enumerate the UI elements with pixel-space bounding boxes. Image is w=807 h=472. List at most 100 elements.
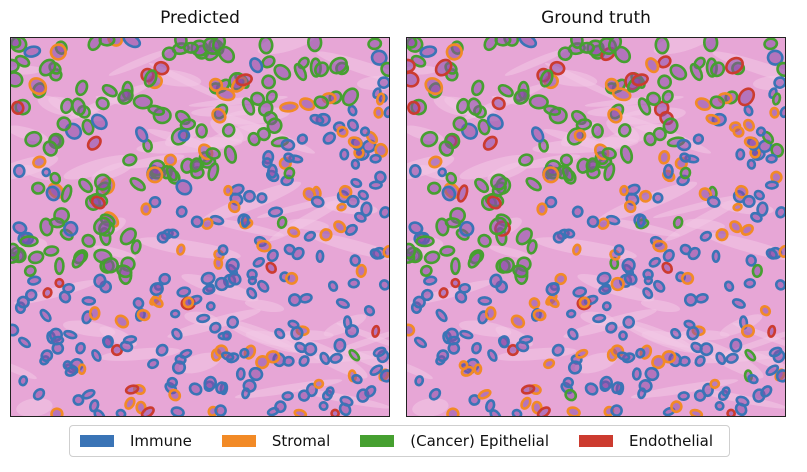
nucleus-outline [296,133,309,145]
nucleus-outline [607,107,623,124]
nucleus-outline [189,157,203,173]
nucleus-outline [603,162,616,182]
nucleus-outline [38,58,57,77]
nucleus-outline [336,125,349,138]
stroma-streak [16,398,53,416]
nucleus-outline [498,335,510,349]
nucleus-outline [477,389,492,400]
nucleus-outline [740,223,754,236]
stroma-streak [489,245,532,259]
nucleus-outline [766,49,784,66]
nucleus-outline [467,97,483,116]
nucleus-outline [623,272,638,286]
stroma-streak [683,218,725,231]
nucleus-outline [281,391,294,402]
nucleus-outline [217,45,236,64]
nucleus-outline [450,277,461,289]
nucleus-outline [631,367,642,381]
nucleus-outline [436,349,450,363]
nucleus-outline [313,378,325,390]
nucleus-outline [130,239,142,255]
nucleus-outline [293,62,308,82]
nucleus-outline [459,329,474,340]
nucleus-outline [706,195,721,208]
legend-swatch-endothelial [579,435,614,447]
nucleus-outline [293,408,308,416]
nucleus-outline [247,275,258,286]
nucleus-outline [163,153,177,167]
nucleus-outline [379,206,389,219]
nucleus-outline [196,313,211,324]
nucleus-outline [208,77,224,93]
nucleus-outline [645,57,660,74]
nucleus-outline [657,74,673,90]
nucleus-outline [471,79,485,97]
nucleus-outline [458,360,469,371]
nucleus-outline [350,177,363,189]
nucleus-outline [256,192,268,204]
nucleus-outline [119,340,134,353]
ground-truth-histology-image [407,38,785,416]
nucleus-outline [552,231,566,244]
nucleus-outline [147,104,166,116]
nucleus-outline [257,279,270,293]
nucleus-outline [265,261,277,274]
nucleus-outline [95,96,110,111]
nucleus-outline [373,106,384,119]
nucleus-outline [241,387,251,400]
nucleus-outline [702,38,719,53]
nucleus-outline [11,323,20,337]
nucleus-outline [515,227,533,246]
nucleus-outline [776,61,785,78]
nucleus-outline [413,336,428,349]
nucleus-outline [549,60,566,76]
nucleus-outline [221,351,235,362]
nucleus-outline [42,140,59,157]
nucleus-outline [182,296,195,309]
nucleus-outline [681,271,695,285]
nucleus-outline [179,118,197,131]
legend-label-stromal: Stromal [271,432,331,450]
nucleus-outline [50,335,65,346]
nucleus-outline [489,216,508,236]
nucleus-outline [450,257,461,276]
nucleus-outline [372,346,387,358]
nucleus-outline [252,257,265,268]
nucleus-outline [370,49,388,66]
nucleus-outline [744,348,757,362]
nucleus-outline [518,153,534,167]
nucleus-outline [452,116,468,132]
nucleus-outline [223,144,238,164]
nucleus-outline [129,176,146,192]
predicted-histology-image [11,38,389,416]
nucleus-outline [604,77,620,93]
nucleus-outline [619,144,634,164]
nucleus-outline [774,279,785,291]
stroma-streak [63,154,133,180]
nucleus-outline [54,277,65,289]
nucleus-outline [319,228,333,242]
nucleus-outline [62,220,79,237]
nucleus-outline [471,342,482,355]
nucleus-outline [177,129,191,142]
nucleus-outline [158,272,171,286]
nucleus-outline [265,350,281,364]
nucleus-outline [360,201,373,217]
legend-item-immune: Immune [80,432,192,450]
nucleus-outline [676,138,692,152]
nucleus-outline [765,153,778,164]
nucleus-outline [267,206,284,218]
nucleus-outline [170,406,185,416]
nucleus-outline [407,323,416,337]
nucleus-outline [573,129,587,142]
nucleus-outline [117,88,134,105]
nucleus-outline [200,271,216,286]
nucleus-outline [93,409,106,416]
nucleus-outline [610,276,625,292]
nucleus-outline [551,343,565,357]
nucleus-outline [731,298,746,309]
nucleus-outline [122,153,138,167]
nucleus-outline [171,327,183,341]
nucleus-outline [246,287,258,300]
nucleus-outline [477,233,492,248]
